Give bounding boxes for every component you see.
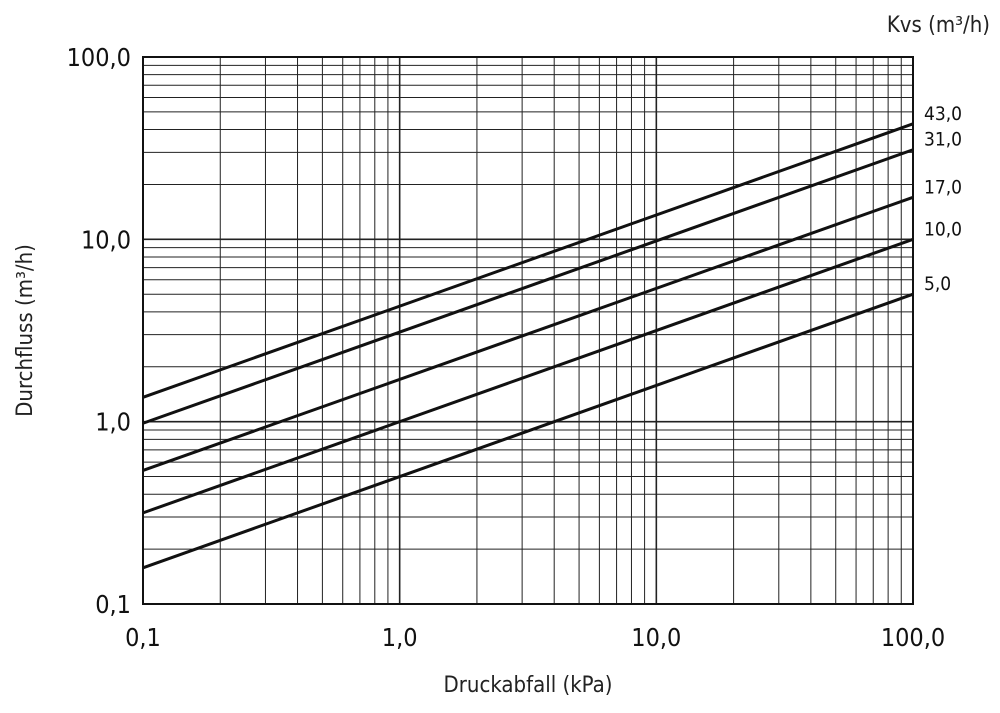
y-tick-labels: 0,1 1,0 10,0 100,0 (67, 43, 131, 619)
series-line-3 (142, 237, 914, 515)
y-tick-label-2: 10,0 (81, 225, 131, 254)
x-tick-label-3: 100,0 (881, 623, 945, 652)
y-tick-label-0: 0,1 (95, 590, 131, 619)
grid-major-lines (142, 57, 913, 605)
series-line-2 (142, 195, 914, 472)
grid-minor-lines (143, 57, 913, 604)
series-label-4: 5,0 (924, 273, 951, 295)
series-label-0: 43,0 (924, 103, 962, 125)
series-labels: 43,0 31,0 17,0 10,0 5,0 (924, 103, 962, 295)
y-tick-label-3: 100,0 (67, 43, 131, 72)
y-axis-title: Durchfluss (m³/h) (13, 244, 38, 417)
x-tick-label-0: 0,1 (125, 623, 161, 652)
series-label-2: 17,0 (924, 176, 962, 198)
series-label-1: 31,0 (924, 129, 962, 151)
series-line-4 (142, 292, 914, 570)
legend-title: Kvs (m³/h) (887, 13, 990, 38)
x-tick-label-2: 10,0 (631, 623, 681, 652)
y-tick-label-1: 1,0 (95, 408, 131, 437)
x-tick-label-1: 1,0 (382, 623, 418, 652)
series-line-0 (142, 122, 914, 399)
series-lines (142, 122, 914, 570)
plot-frame (142, 56, 914, 605)
series-label-3: 10,0 (924, 218, 962, 240)
series-line-1 (142, 148, 914, 425)
x-tick-labels: 0,1 1,0 10,0 100,0 (125, 623, 945, 652)
x-axis-title: Druckabfall (kPa) (444, 673, 613, 698)
